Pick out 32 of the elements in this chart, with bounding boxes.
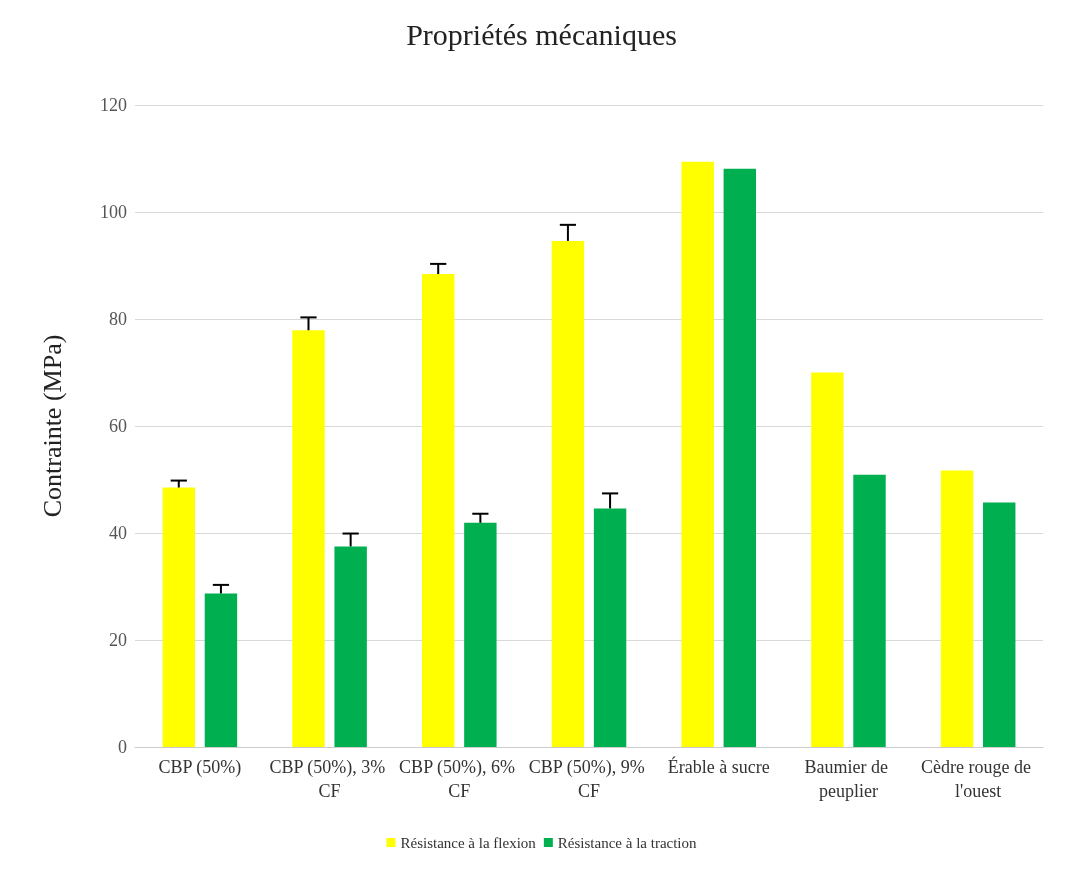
y-tick-label: 80 <box>109 309 127 329</box>
bar <box>723 168 757 747</box>
bar <box>421 274 455 747</box>
y-tick-label: 60 <box>109 416 127 436</box>
bar <box>853 474 886 747</box>
bar <box>292 330 325 747</box>
y-tick-label: 40 <box>109 523 127 543</box>
x-tick-label: CBP (50%), 9% CF <box>528 757 650 801</box>
bar <box>162 487 195 747</box>
bar <box>811 372 844 747</box>
chart-title: Propriétés mécaniques <box>406 17 677 51</box>
x-tick-label: Érable à sucre <box>667 756 770 777</box>
x-tick-label: Cèdre rouge de l'ouest <box>920 757 1036 801</box>
bar <box>464 522 497 747</box>
legend-label: Résistance à la flexion <box>400 834 537 851</box>
x-tick-label: Baumier de peuplier <box>804 757 893 801</box>
bar <box>940 470 974 747</box>
legend-label: Résistance à la traction <box>557 834 698 851</box>
x-tick-label: CBP (50%) <box>158 757 242 778</box>
bar <box>593 508 627 747</box>
bar <box>983 502 1016 747</box>
bar <box>551 240 585 747</box>
y-tick-label: 120 <box>100 95 127 115</box>
x-tick-label: CBP (50%), 3% CF <box>269 757 390 801</box>
y-axis-title: Contrainte (MPa) <box>37 334 67 518</box>
y-tick-label: 20 <box>109 630 127 650</box>
y-tick-label: 0 <box>118 737 127 757</box>
bar <box>204 593 238 747</box>
y-tick-label: 100 <box>100 202 127 222</box>
x-tick-label: CBP (50%), 6% CF <box>399 757 520 801</box>
bar <box>681 161 714 747</box>
bar <box>334 546 367 747</box>
